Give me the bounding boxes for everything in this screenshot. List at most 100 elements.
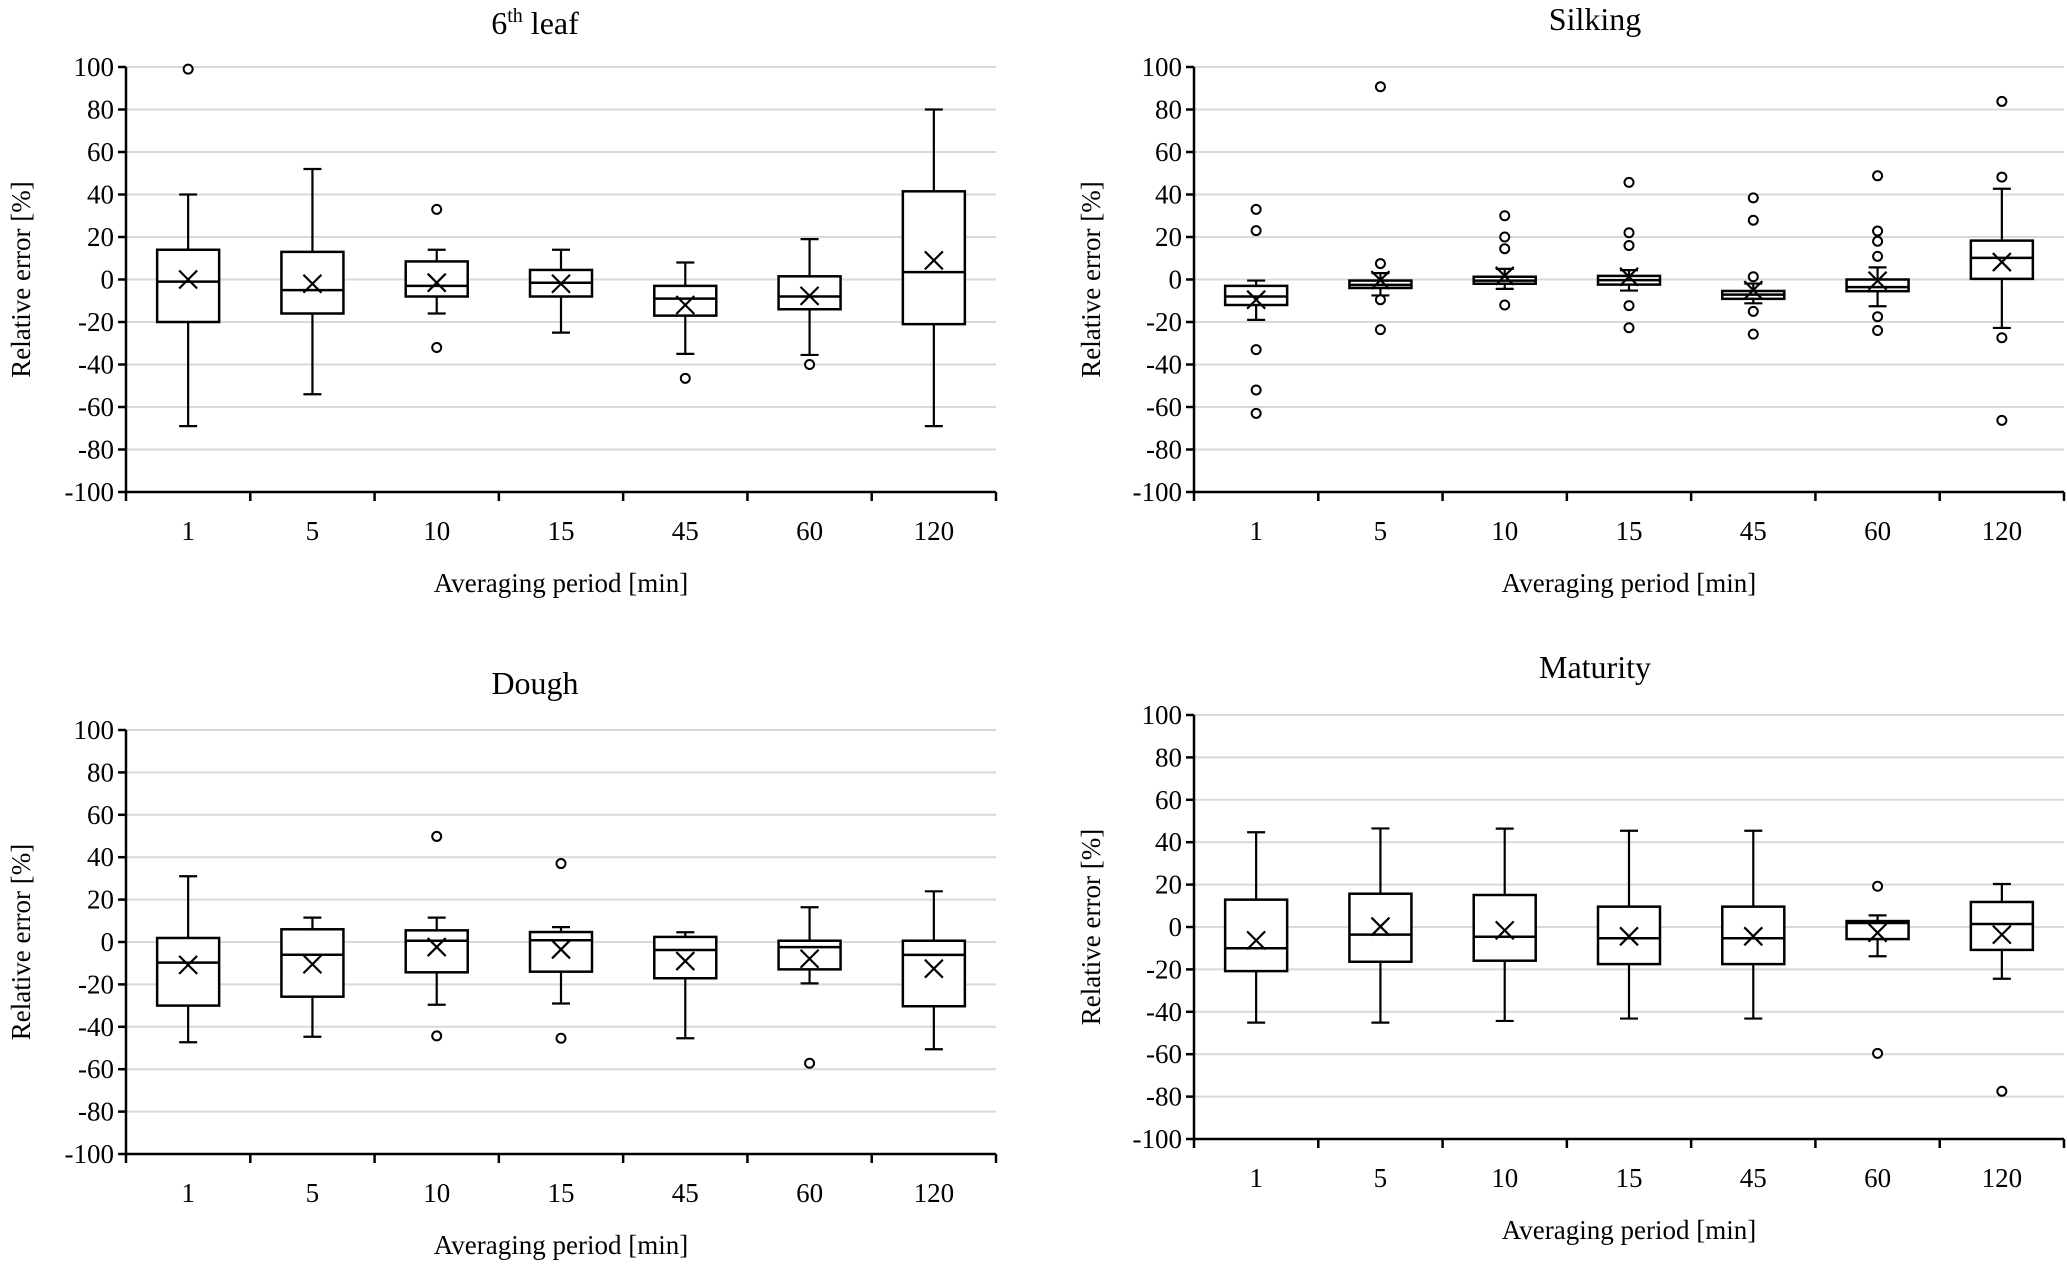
y-tick-label: 80 bbox=[87, 757, 114, 787]
y-tick-label: -80 bbox=[1146, 1082, 1182, 1112]
iqr-box bbox=[1223, 898, 1289, 973]
mean-marker bbox=[1370, 916, 1391, 937]
outlier-point bbox=[1872, 311, 1884, 323]
y-axis-label: Relative error [%] bbox=[6, 181, 36, 377]
x-tick-label: 60 bbox=[1864, 1163, 1891, 1193]
mean-stroke bbox=[1619, 926, 1639, 947]
mean-marker bbox=[675, 951, 696, 971]
outlier-point bbox=[1250, 344, 1262, 356]
y-tick-label: -60 bbox=[78, 392, 114, 422]
outlier-point bbox=[1374, 324, 1386, 336]
mean-stroke bbox=[1370, 270, 1391, 290]
iqr-box bbox=[1845, 919, 1910, 941]
outlier-point bbox=[1872, 170, 1884, 182]
x-tick-label: 60 bbox=[1864, 516, 1891, 546]
mean-stroke bbox=[1992, 252, 2012, 272]
box-15min bbox=[1596, 829, 1662, 1020]
mean-marker bbox=[551, 939, 571, 960]
outlier-point bbox=[1623, 300, 1635, 312]
outlier-point bbox=[1623, 227, 1635, 239]
outlier-point bbox=[1872, 235, 1884, 247]
mean-marker bbox=[1494, 266, 1515, 286]
x-tick-label: 15 bbox=[548, 1178, 575, 1208]
mean-marker bbox=[1743, 280, 1764, 300]
outlier-point bbox=[182, 63, 194, 75]
box-5min bbox=[280, 916, 345, 1038]
x-axis-label: Averaging period [min] bbox=[1502, 1215, 1756, 1245]
x-tick-label: 1 bbox=[1249, 516, 1263, 546]
y-tick-label: 40 bbox=[87, 180, 114, 210]
y-tick-label: -40 bbox=[1146, 350, 1182, 380]
mean-marker bbox=[426, 272, 447, 293]
y-tick-label: 20 bbox=[87, 885, 114, 915]
mean-stroke bbox=[799, 948, 820, 969]
mean-stroke bbox=[1867, 922, 1888, 943]
mean-stroke bbox=[1743, 926, 1764, 947]
outlier-point bbox=[1872, 880, 1884, 892]
y-tick-label: -40 bbox=[1146, 997, 1182, 1027]
x-tick-label: 5 bbox=[1374, 1163, 1388, 1193]
x-tick-label: 45 bbox=[1740, 516, 1767, 546]
iqr-box bbox=[653, 935, 718, 980]
box-120min bbox=[901, 890, 967, 1051]
box-60min bbox=[1845, 170, 1910, 336]
mean-stroke bbox=[1494, 920, 1515, 941]
outlier-point bbox=[1499, 299, 1511, 311]
mean-marker bbox=[426, 937, 447, 957]
x-axis-label: Averaging period [min] bbox=[434, 568, 688, 598]
box-10min bbox=[1472, 210, 1537, 311]
box-45min bbox=[1721, 192, 1786, 340]
y-tick-label: 60 bbox=[87, 137, 114, 167]
box-10min bbox=[404, 830, 469, 1042]
x-tick-label: 15 bbox=[1616, 516, 1643, 546]
mean-marker bbox=[302, 273, 323, 294]
outlier-point bbox=[1747, 328, 1759, 340]
chart-title: 6th leaf bbox=[491, 5, 579, 41]
mean-stroke bbox=[1743, 280, 1764, 300]
y-tick-label: -40 bbox=[78, 350, 114, 380]
y-tick-label: 20 bbox=[1155, 222, 1182, 252]
mean-stroke bbox=[302, 273, 323, 294]
iqr-box bbox=[155, 248, 221, 324]
mean-stroke bbox=[426, 937, 447, 957]
mean-stroke bbox=[1619, 266, 1639, 287]
box-60min bbox=[777, 238, 842, 370]
box-60min bbox=[1845, 880, 1910, 1059]
y-tick-label: 20 bbox=[87, 222, 114, 252]
box-5min bbox=[280, 167, 345, 396]
outlier-point bbox=[679, 372, 691, 384]
outlier-point bbox=[431, 1030, 443, 1042]
mean-marker bbox=[1992, 924, 2012, 945]
x-axis-label: Averaging period [min] bbox=[1502, 568, 1756, 598]
mean-marker bbox=[1743, 926, 1764, 947]
x-tick-label: 1 bbox=[181, 1178, 195, 1208]
mean-marker bbox=[302, 954, 323, 975]
x-tick-label: 1 bbox=[181, 516, 195, 546]
outlier-point bbox=[1499, 210, 1511, 222]
mean-marker bbox=[924, 250, 944, 271]
mean-stroke bbox=[675, 951, 696, 971]
x-tick-label: 120 bbox=[1982, 1163, 2023, 1193]
y-tick-label: 40 bbox=[1155, 827, 1182, 857]
outlier-point bbox=[1623, 176, 1635, 188]
chart-title: Dough bbox=[491, 665, 578, 701]
outlier-point bbox=[1747, 192, 1759, 204]
box-120min bbox=[901, 108, 967, 428]
iqr-box bbox=[404, 929, 469, 974]
x-axis-label: Averaging period [min] bbox=[434, 1230, 688, 1260]
mean-marker bbox=[1867, 922, 1888, 943]
mean-stroke bbox=[1992, 924, 2012, 945]
box-10min bbox=[1472, 827, 1537, 1023]
mean-marker bbox=[675, 295, 696, 315]
y-tick-label: -100 bbox=[1133, 1124, 1183, 1154]
iqr-box bbox=[1969, 900, 2035, 952]
x-tick-label: 120 bbox=[914, 1178, 955, 1208]
outlier-point bbox=[1996, 414, 2008, 426]
iqr-box bbox=[653, 284, 718, 317]
outlier-point bbox=[1996, 95, 2008, 107]
outlier-point bbox=[555, 1032, 567, 1044]
outlier-point bbox=[1872, 250, 1884, 262]
